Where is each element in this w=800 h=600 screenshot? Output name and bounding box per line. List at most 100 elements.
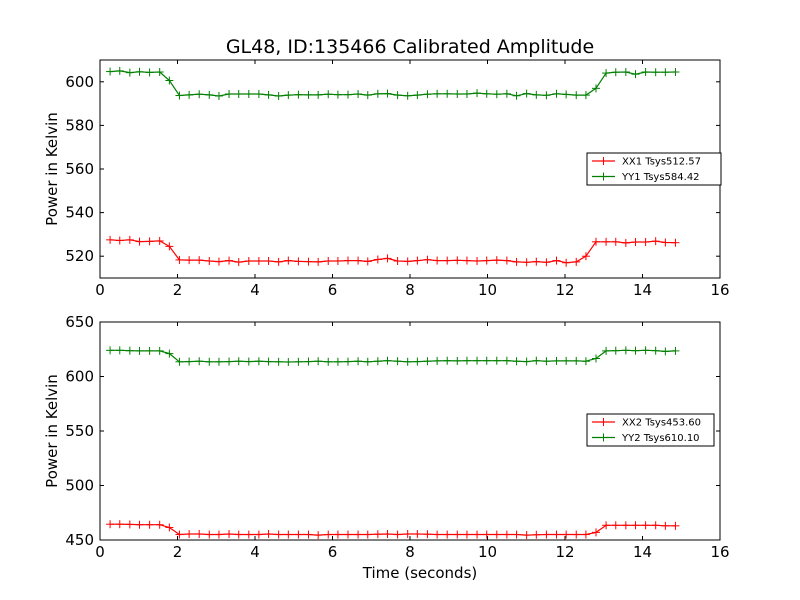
data-point: [234, 258, 243, 267]
data-point: [205, 357, 214, 366]
data-point: [175, 255, 184, 264]
data-point: [363, 530, 372, 539]
data-point: [244, 256, 253, 265]
data-point: [135, 346, 144, 355]
data-point: [661, 238, 670, 247]
data-point: [115, 236, 124, 245]
data-point: [522, 357, 531, 366]
data-point: [324, 530, 333, 539]
data-point: [512, 530, 521, 539]
data-point: [542, 357, 551, 366]
x-tick-label: 6: [328, 543, 338, 561]
data-point: [125, 235, 134, 244]
x-tick-label: 4: [250, 543, 260, 561]
data-point: [473, 356, 482, 365]
data-point: [522, 531, 531, 540]
data-point: [611, 68, 620, 77]
data-point: [552, 89, 561, 98]
data-point: [214, 357, 223, 366]
data-point: [145, 68, 154, 77]
x-tick-label: 10: [478, 543, 497, 561]
data-point: [502, 89, 511, 98]
data-point: [234, 90, 243, 99]
data-point: [155, 346, 164, 355]
data-point: [254, 357, 263, 366]
data-point: [592, 237, 600, 246]
data-point: [562, 90, 571, 99]
data-point: [165, 349, 174, 358]
data-point: [532, 257, 541, 266]
data-point: [165, 76, 174, 85]
data-point: [413, 256, 422, 265]
data-point: [492, 356, 501, 365]
data-point: [641, 238, 650, 247]
data-point: [581, 252, 590, 261]
data-point: [314, 531, 323, 540]
data-point: [363, 257, 372, 266]
data-point: [542, 91, 551, 100]
data-point: [214, 91, 223, 100]
data-point: [264, 357, 273, 366]
data-point: [621, 521, 630, 530]
data-point: [115, 520, 124, 529]
data-point: [175, 91, 184, 100]
data-point: [214, 257, 223, 266]
data-point: [314, 357, 323, 366]
series-line-xx: [110, 239, 676, 264]
data-point: [354, 90, 363, 99]
data-point: [344, 90, 352, 99]
data-point: [532, 356, 541, 365]
data-point: [185, 90, 194, 99]
data-point: [225, 256, 234, 265]
data-point: [393, 530, 402, 539]
data-point: [602, 237, 611, 246]
x-tick-label: 16: [710, 281, 729, 299]
data-point: [125, 346, 134, 355]
data-point: [274, 357, 283, 366]
x-tick-label: 0: [95, 543, 105, 561]
data-point: [383, 356, 392, 365]
top-panel: 0 2 4 6 8 10 12 14 16 520 540 560 580 600 Power in Kel…: [43, 59, 730, 299]
x-tick-label: 12: [555, 543, 574, 561]
data-point: [453, 256, 462, 265]
y-tick-label: 580: [65, 116, 94, 134]
series-line-yy: [110, 349, 676, 363]
data-point: [294, 90, 303, 99]
data-point: [651, 346, 660, 355]
data-point: [562, 530, 571, 539]
figure-title: GL48, ID:135466 Calibrated Amplitude: [226, 36, 594, 58]
data-point: [403, 357, 412, 366]
data-point: [106, 67, 115, 76]
data-point: [195, 530, 204, 539]
data-point: [562, 356, 571, 365]
data-point: [324, 90, 333, 99]
data-point: [502, 356, 511, 365]
data-point: [542, 530, 551, 539]
data-point: [542, 258, 551, 267]
data-point: [443, 530, 452, 539]
data-point: [244, 357, 253, 366]
data-point: [264, 90, 273, 99]
data-point: [403, 530, 412, 539]
data-point: [671, 346, 680, 355]
data-point: [631, 70, 640, 79]
data-point: [462, 256, 471, 265]
data-point: [135, 237, 144, 246]
data-point: [333, 90, 342, 99]
data-point: [661, 68, 670, 77]
data-point: [333, 357, 342, 366]
data-point: [145, 237, 154, 246]
data-point: [393, 256, 402, 265]
data-point: [552, 356, 561, 365]
data-point: [611, 346, 620, 355]
data-point: [363, 91, 372, 100]
data-point: [423, 90, 432, 99]
data-point: [433, 256, 442, 265]
data-point: [284, 256, 293, 265]
data-point: [423, 255, 432, 264]
data-point: [175, 530, 184, 539]
data-point: [671, 521, 680, 530]
data-point: [383, 254, 392, 263]
data-point: [602, 346, 611, 355]
y-tick-label: 540: [65, 204, 94, 222]
